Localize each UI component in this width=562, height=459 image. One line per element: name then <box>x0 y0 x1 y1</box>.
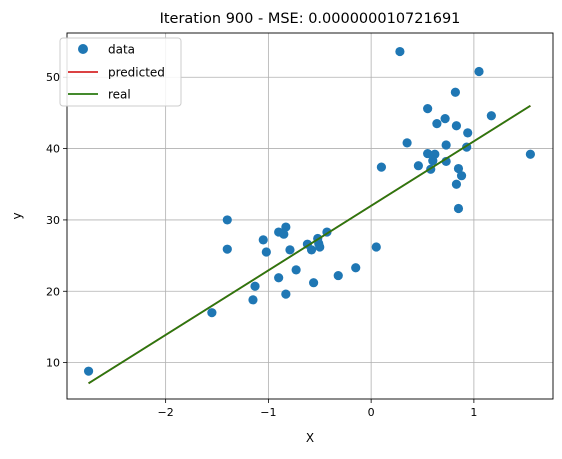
legend-data-marker <box>78 44 88 54</box>
data-point <box>441 140 451 150</box>
data-point <box>402 138 412 148</box>
data-point <box>440 114 450 124</box>
y-tick-label: 50 <box>46 71 60 84</box>
data-point <box>279 229 289 239</box>
data-point <box>376 162 387 172</box>
data-point <box>306 245 317 255</box>
data-point <box>285 245 295 255</box>
legend-predicted-label: predicted <box>108 66 165 80</box>
data-point <box>413 161 423 171</box>
data-point <box>430 149 440 159</box>
y-tick-label: 40 <box>46 143 60 156</box>
legend-data-label: data <box>108 43 135 57</box>
data-point <box>451 179 462 189</box>
y-tick-label: 30 <box>46 214 60 227</box>
data-point <box>315 242 325 252</box>
data-point <box>451 121 462 131</box>
data-point <box>281 289 291 299</box>
data-point <box>351 263 361 273</box>
x-axis-label: X <box>306 431 314 445</box>
data-point <box>261 247 271 257</box>
data-point <box>432 119 442 129</box>
tick-layer: −2 −1 0 1 10 20 30 40 50 <box>46 71 477 419</box>
x-tick-label: −2 <box>158 406 174 419</box>
data-point <box>423 104 433 114</box>
data-point <box>463 128 473 138</box>
chart-title: Iteration 900 - MSE: 0.000000010721691 <box>160 11 461 27</box>
data-point <box>250 281 260 291</box>
data-point <box>525 149 535 159</box>
data-point <box>222 215 232 225</box>
data-point <box>222 244 232 254</box>
data-point <box>395 46 405 57</box>
data-point <box>274 273 284 283</box>
data-point <box>333 270 343 281</box>
data-point <box>281 222 291 232</box>
data-point <box>453 163 464 174</box>
legend-box <box>59 37 182 107</box>
real-line <box>88 105 531 385</box>
legend: data predicted real <box>59 37 182 107</box>
y-tick-label: 10 <box>46 357 60 370</box>
x-tick-label: 1 <box>470 406 477 419</box>
data-point <box>423 148 433 159</box>
y-axis-label: y <box>10 212 24 219</box>
data-point <box>258 235 268 245</box>
legend-real-label: real <box>108 88 131 102</box>
data-point <box>474 66 484 77</box>
data-point <box>248 295 258 305</box>
data-point <box>308 278 319 288</box>
plot-frame <box>66 32 554 400</box>
data-point <box>456 171 467 181</box>
series-layer <box>83 46 535 385</box>
y-tick-label: 20 <box>46 285 60 298</box>
x-tick-label: 0 <box>368 406 375 419</box>
x-tick-label: −1 <box>260 406 276 419</box>
data-point <box>450 87 460 97</box>
data-point <box>486 111 496 121</box>
data-point <box>83 366 94 376</box>
data-point <box>291 265 301 275</box>
data-point <box>207 308 217 318</box>
data-point <box>453 203 464 214</box>
data-point <box>371 242 381 252</box>
